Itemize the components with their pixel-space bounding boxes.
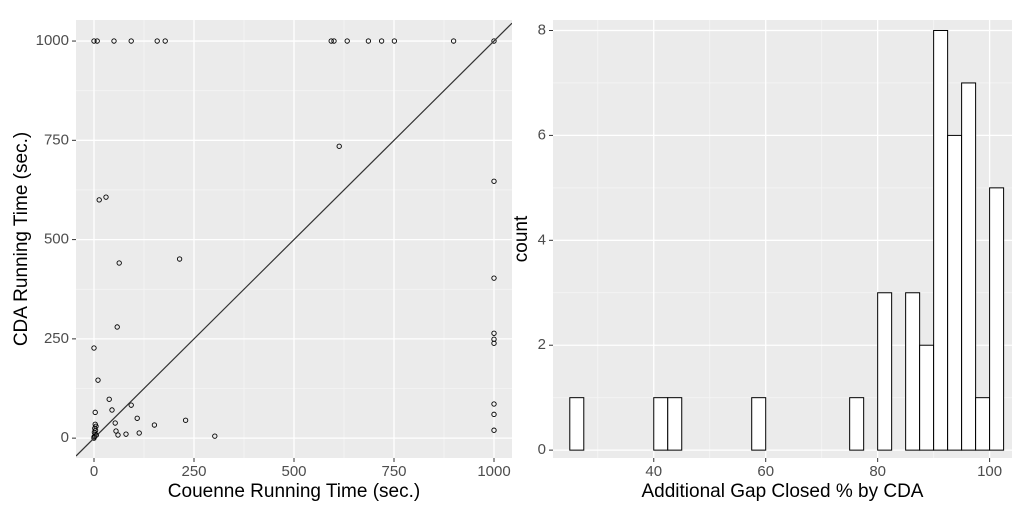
point [331, 38, 337, 44]
point [154, 38, 160, 44]
y-tick-label: 0 [61, 429, 69, 446]
bar [905, 292, 921, 451]
point [128, 38, 134, 44]
point [136, 430, 142, 436]
point [111, 38, 117, 44]
x-tick-label: 100 [977, 463, 1002, 480]
point [151, 422, 158, 428]
point [450, 38, 457, 44]
bar [961, 82, 977, 451]
y-tick-label: 2 [538, 336, 546, 353]
point [336, 143, 342, 149]
y-tick-label: 500 [44, 231, 69, 248]
y-tick-label: 250 [44, 330, 69, 347]
bar [877, 292, 893, 451]
x-axis-title: Additional Gap Closed % by CDA [642, 481, 924, 502]
point [491, 340, 497, 346]
x-tick-label: 500 [281, 463, 306, 480]
y-axis-title: count [511, 215, 532, 262]
bar [653, 397, 669, 451]
point [94, 38, 100, 44]
point [112, 420, 118, 426]
y-tick-label: 6 [538, 126, 546, 143]
point [328, 38, 334, 44]
point [96, 197, 102, 203]
y-tick-label: 1000 [36, 32, 69, 49]
bar [751, 397, 767, 451]
point [115, 432, 121, 438]
point [92, 409, 98, 415]
y-tick-label: 4 [538, 231, 546, 248]
point [113, 428, 119, 434]
x-tick-label: 750 [381, 463, 406, 480]
bar [933, 29, 949, 451]
point [344, 38, 350, 44]
x-tick-label: 0 [90, 463, 98, 480]
x-tick-label: 60 [757, 463, 774, 480]
y-tick-label: 8 [538, 21, 546, 38]
point [491, 401, 497, 407]
point [365, 38, 372, 44]
point [176, 256, 183, 262]
point [95, 377, 101, 383]
bar [849, 397, 865, 451]
x-tick-label: 1000 [477, 463, 510, 480]
x-axis-title: Couenne Running Time (sec.) [168, 481, 420, 502]
point [123, 431, 129, 437]
bar [989, 187, 1005, 451]
x-tick-label: 80 [869, 463, 886, 480]
point [491, 38, 497, 44]
point [114, 324, 120, 330]
point [93, 432, 100, 438]
x-tick-label: 250 [181, 463, 206, 480]
point [109, 407, 115, 413]
bar [919, 344, 935, 451]
point [106, 396, 112, 402]
point [491, 411, 497, 417]
bar [667, 397, 683, 451]
point [162, 38, 168, 44]
y-tick-label: 0 [538, 441, 546, 458]
bar [947, 134, 963, 451]
point [91, 345, 97, 351]
point [91, 38, 97, 44]
bar [975, 397, 991, 451]
point [378, 38, 385, 44]
point [391, 38, 398, 44]
point [212, 433, 218, 439]
y-tick-label: 750 [44, 131, 69, 148]
reference-line [76, 22, 512, 457]
point [182, 417, 189, 423]
point [92, 421, 98, 427]
point [128, 402, 134, 408]
point [491, 275, 497, 281]
point [491, 178, 497, 184]
x-tick-label: 40 [645, 463, 662, 480]
bar [569, 397, 585, 451]
point [103, 194, 109, 200]
point [491, 330, 497, 336]
point [116, 260, 122, 266]
y-axis-title: CDA Running Time (sec.) [11, 132, 32, 346]
point [491, 427, 497, 433]
point [134, 415, 140, 421]
